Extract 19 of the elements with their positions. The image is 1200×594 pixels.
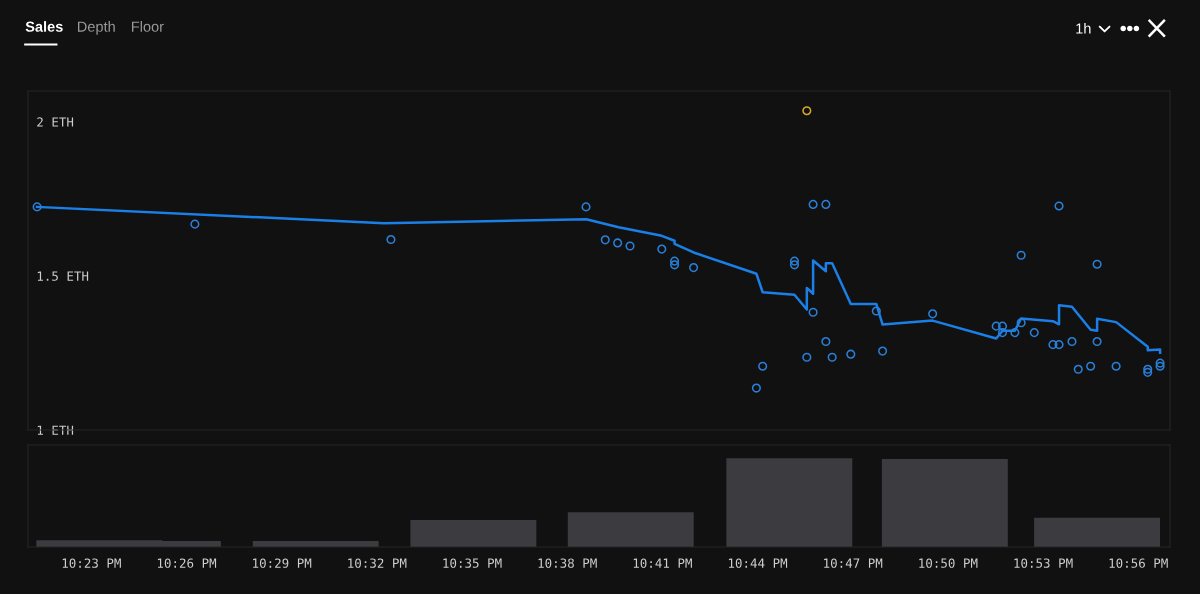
x-tick-label: 10:35 PM	[443, 558, 502, 568]
x-tick-label: 10:38 PM	[538, 558, 597, 568]
x-tick-label: 10:41 PM	[633, 558, 692, 568]
x-tick-label: 10:44 PM	[728, 558, 788, 568]
x-tick-label: 10:47 PM	[824, 558, 883, 568]
y-tick-label: 1 ETH	[37, 425, 74, 435]
text: Sales	[25, 21, 63, 32]
x-tick-label: 10:53 PM	[1014, 558, 1073, 568]
x-tick-label: 10:26 PM	[157, 558, 217, 568]
y-tick-label: 2 ETH	[37, 117, 74, 127]
x-tick-label: 10:32 PM	[348, 558, 407, 568]
text: Depth	[78, 21, 115, 35]
text: 1h	[1076, 22, 1091, 34]
x-tick-label: 10:29 PM	[253, 558, 312, 568]
x-tick-label: 10:23 PM	[62, 558, 121, 568]
x-tick-label: 10:56 PM	[1109, 558, 1168, 568]
text: Floor	[132, 21, 164, 32]
y-tick-label: 1.5 ETH	[37, 271, 89, 281]
x-tick-label: 10:50 PM	[919, 558, 978, 568]
